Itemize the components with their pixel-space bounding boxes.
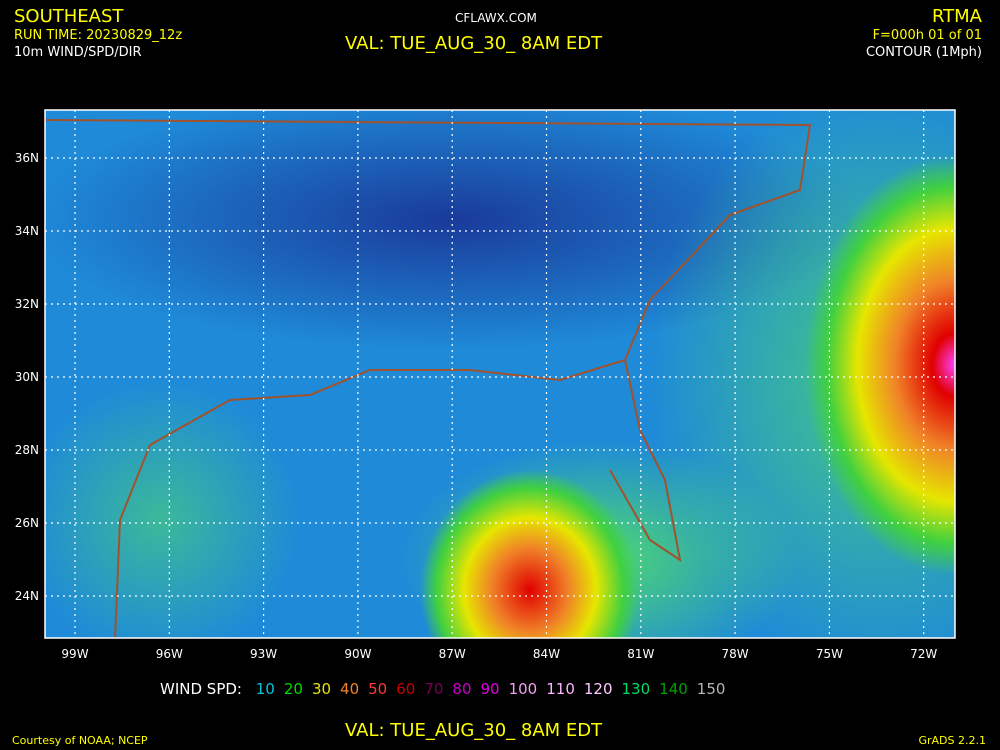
lon-label: 87W [439, 647, 466, 661]
contour: CONTOUR (1Mph) [865, 45, 982, 60]
site: CFLAWX.COM [455, 11, 537, 25]
legend-item: 130 [621, 680, 651, 698]
legend-item: 90 [480, 680, 500, 698]
legend-item: 10 [255, 680, 275, 698]
legend-item: 20 [283, 680, 303, 698]
lat-label: 34N [15, 224, 39, 238]
legend: WIND SPD: 10 20 30 40 50 60 70 80 90 100 110 120 130… [160, 680, 725, 698]
region: SOUTHEAST [14, 6, 124, 27]
lon-label: 99W [61, 647, 88, 661]
legend-item: 110 [546, 680, 575, 698]
legend-item: 70 [424, 680, 444, 698]
lon-label: 72W [910, 647, 937, 661]
lon-label: 90W [344, 647, 371, 661]
lon-label: 96W [156, 647, 183, 661]
lat-label: 24N [15, 589, 39, 603]
footer-valid: VAL: TUE_AUG_30_ 8AM EDT [345, 720, 603, 741]
lat-label: 26N [15, 516, 39, 530]
legend-title: WIND SPD: [160, 680, 242, 698]
legend-item: 100 [508, 680, 538, 698]
field: 10m WIND/SPD/DIR [14, 45, 142, 60]
lat-label: 28N [15, 443, 39, 457]
legend-item: 140 [659, 680, 688, 698]
credit: Courtesy of NOAA; NCEP [12, 734, 148, 747]
legend-item: 60 [396, 680, 416, 698]
valid-time: VAL: TUE_AUG_30_ 8AM EDT [345, 33, 603, 54]
legend-item: 40 [340, 680, 360, 698]
lon-label: 78W [722, 647, 749, 661]
lon-label: 84W [533, 647, 560, 661]
lat-label: 36N [15, 151, 39, 165]
lon-label: 93W [250, 647, 277, 661]
lat-label: 30N [15, 370, 39, 384]
version: GrADS 2.2.1 [918, 734, 986, 747]
legend-item: 80 [452, 680, 472, 698]
run-time: RUN TIME: 20230829_12z [14, 28, 183, 43]
lon-label: 81W [627, 647, 654, 661]
lon-label: 75W [816, 647, 843, 661]
model: RTMA [931, 6, 982, 27]
forecast: F=000h 01 of 01 [872, 28, 982, 43]
lat-label: 32N [15, 297, 39, 311]
map: 36N 34N 32N 30N 28N 26N 24N 99W 96W 93W 90W 87W 84W 8… [15, 109, 956, 661]
legend-item: 120 [583, 680, 613, 698]
legend-item: 30 [311, 680, 332, 698]
legend-item: 150 [696, 680, 726, 698]
legend-item: 50 [368, 680, 388, 698]
